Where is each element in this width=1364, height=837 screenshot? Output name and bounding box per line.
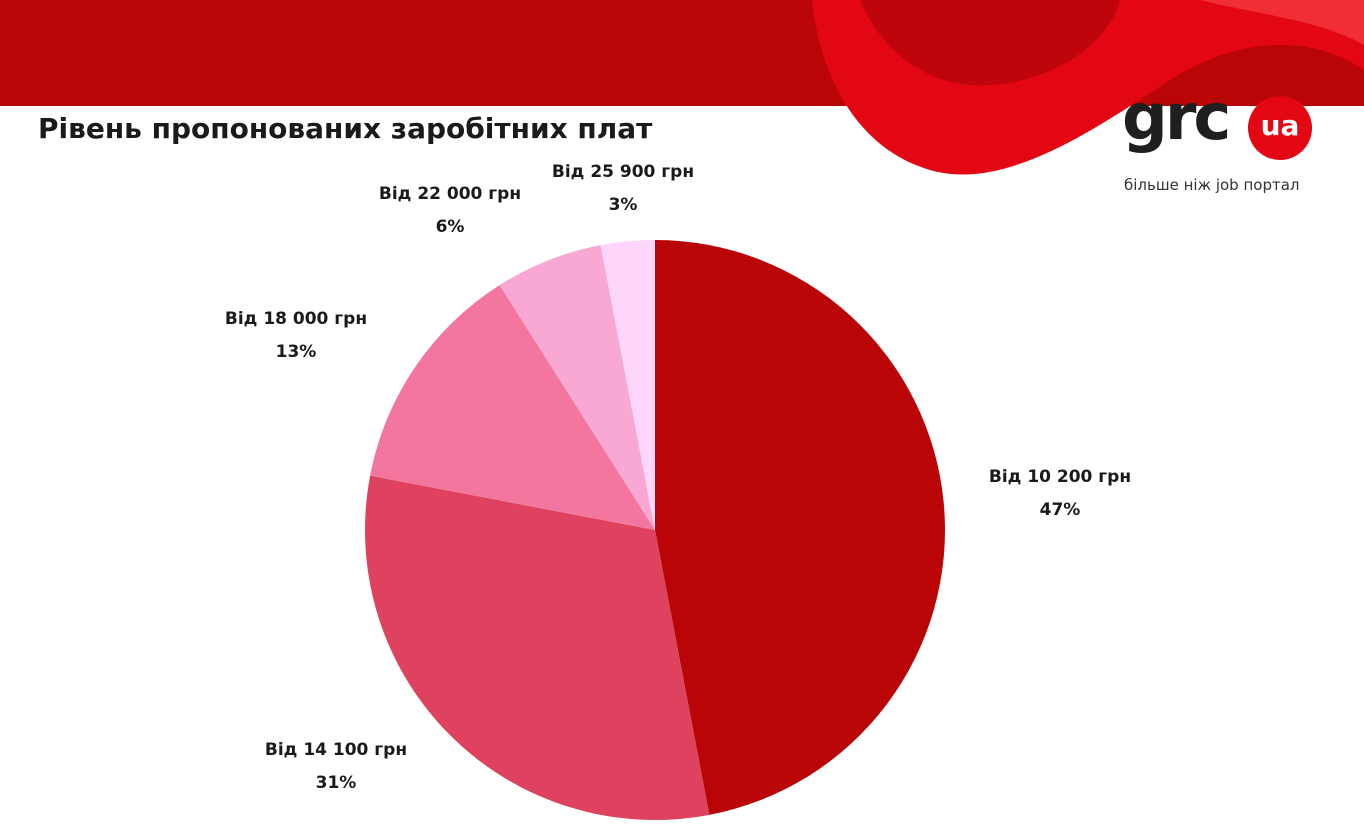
pie-slice-4: [499, 245, 655, 530]
slice-label-1: Від 10 200 грн: [989, 467, 1131, 487]
pie-slice-3: [370, 285, 655, 530]
logo-badge: ua: [1248, 96, 1312, 160]
slice-label-2: Від 14 100 грн: [265, 740, 407, 760]
slice-value-5: 3%: [609, 195, 638, 215]
slice-value-3: 13%: [276, 342, 317, 362]
pie-slice-1: [655, 240, 945, 815]
slice-value-2: 31%: [316, 773, 357, 793]
slice-label-5: Від 25 900 грн: [552, 162, 694, 182]
slice-value-1: 47%: [1040, 500, 1081, 520]
slice-label-4: Від 22 000 грн: [379, 184, 521, 204]
slice-label-3: Від 18 000 грн: [225, 309, 367, 329]
pie-slice-2: [365, 475, 710, 820]
grc-logo[interactable]: grc ua більше ніж job портал: [1118, 86, 1318, 202]
slice-value-4: 6%: [436, 217, 465, 237]
chart-title: Рівень пропонованих заробітних плат: [38, 112, 653, 145]
logo-word: grc: [1122, 81, 1231, 155]
pie-slice-5: [600, 240, 655, 530]
logo-tagline: більше ніж job портал: [1124, 176, 1300, 194]
